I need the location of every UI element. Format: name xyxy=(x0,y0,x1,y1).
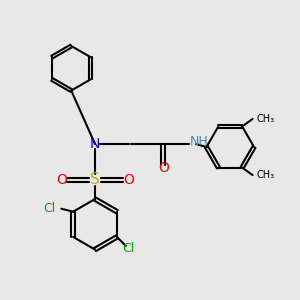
Text: O: O xyxy=(123,173,134,187)
Text: O: O xyxy=(56,173,67,187)
Text: NH: NH xyxy=(190,135,209,148)
Text: CH₃: CH₃ xyxy=(256,170,274,180)
Text: CH₃: CH₃ xyxy=(256,114,274,124)
Text: Cl: Cl xyxy=(123,242,135,255)
Text: N: N xyxy=(90,137,100,151)
Text: Cl: Cl xyxy=(44,202,56,215)
Text: S: S xyxy=(90,172,100,187)
Text: O: O xyxy=(158,161,169,176)
